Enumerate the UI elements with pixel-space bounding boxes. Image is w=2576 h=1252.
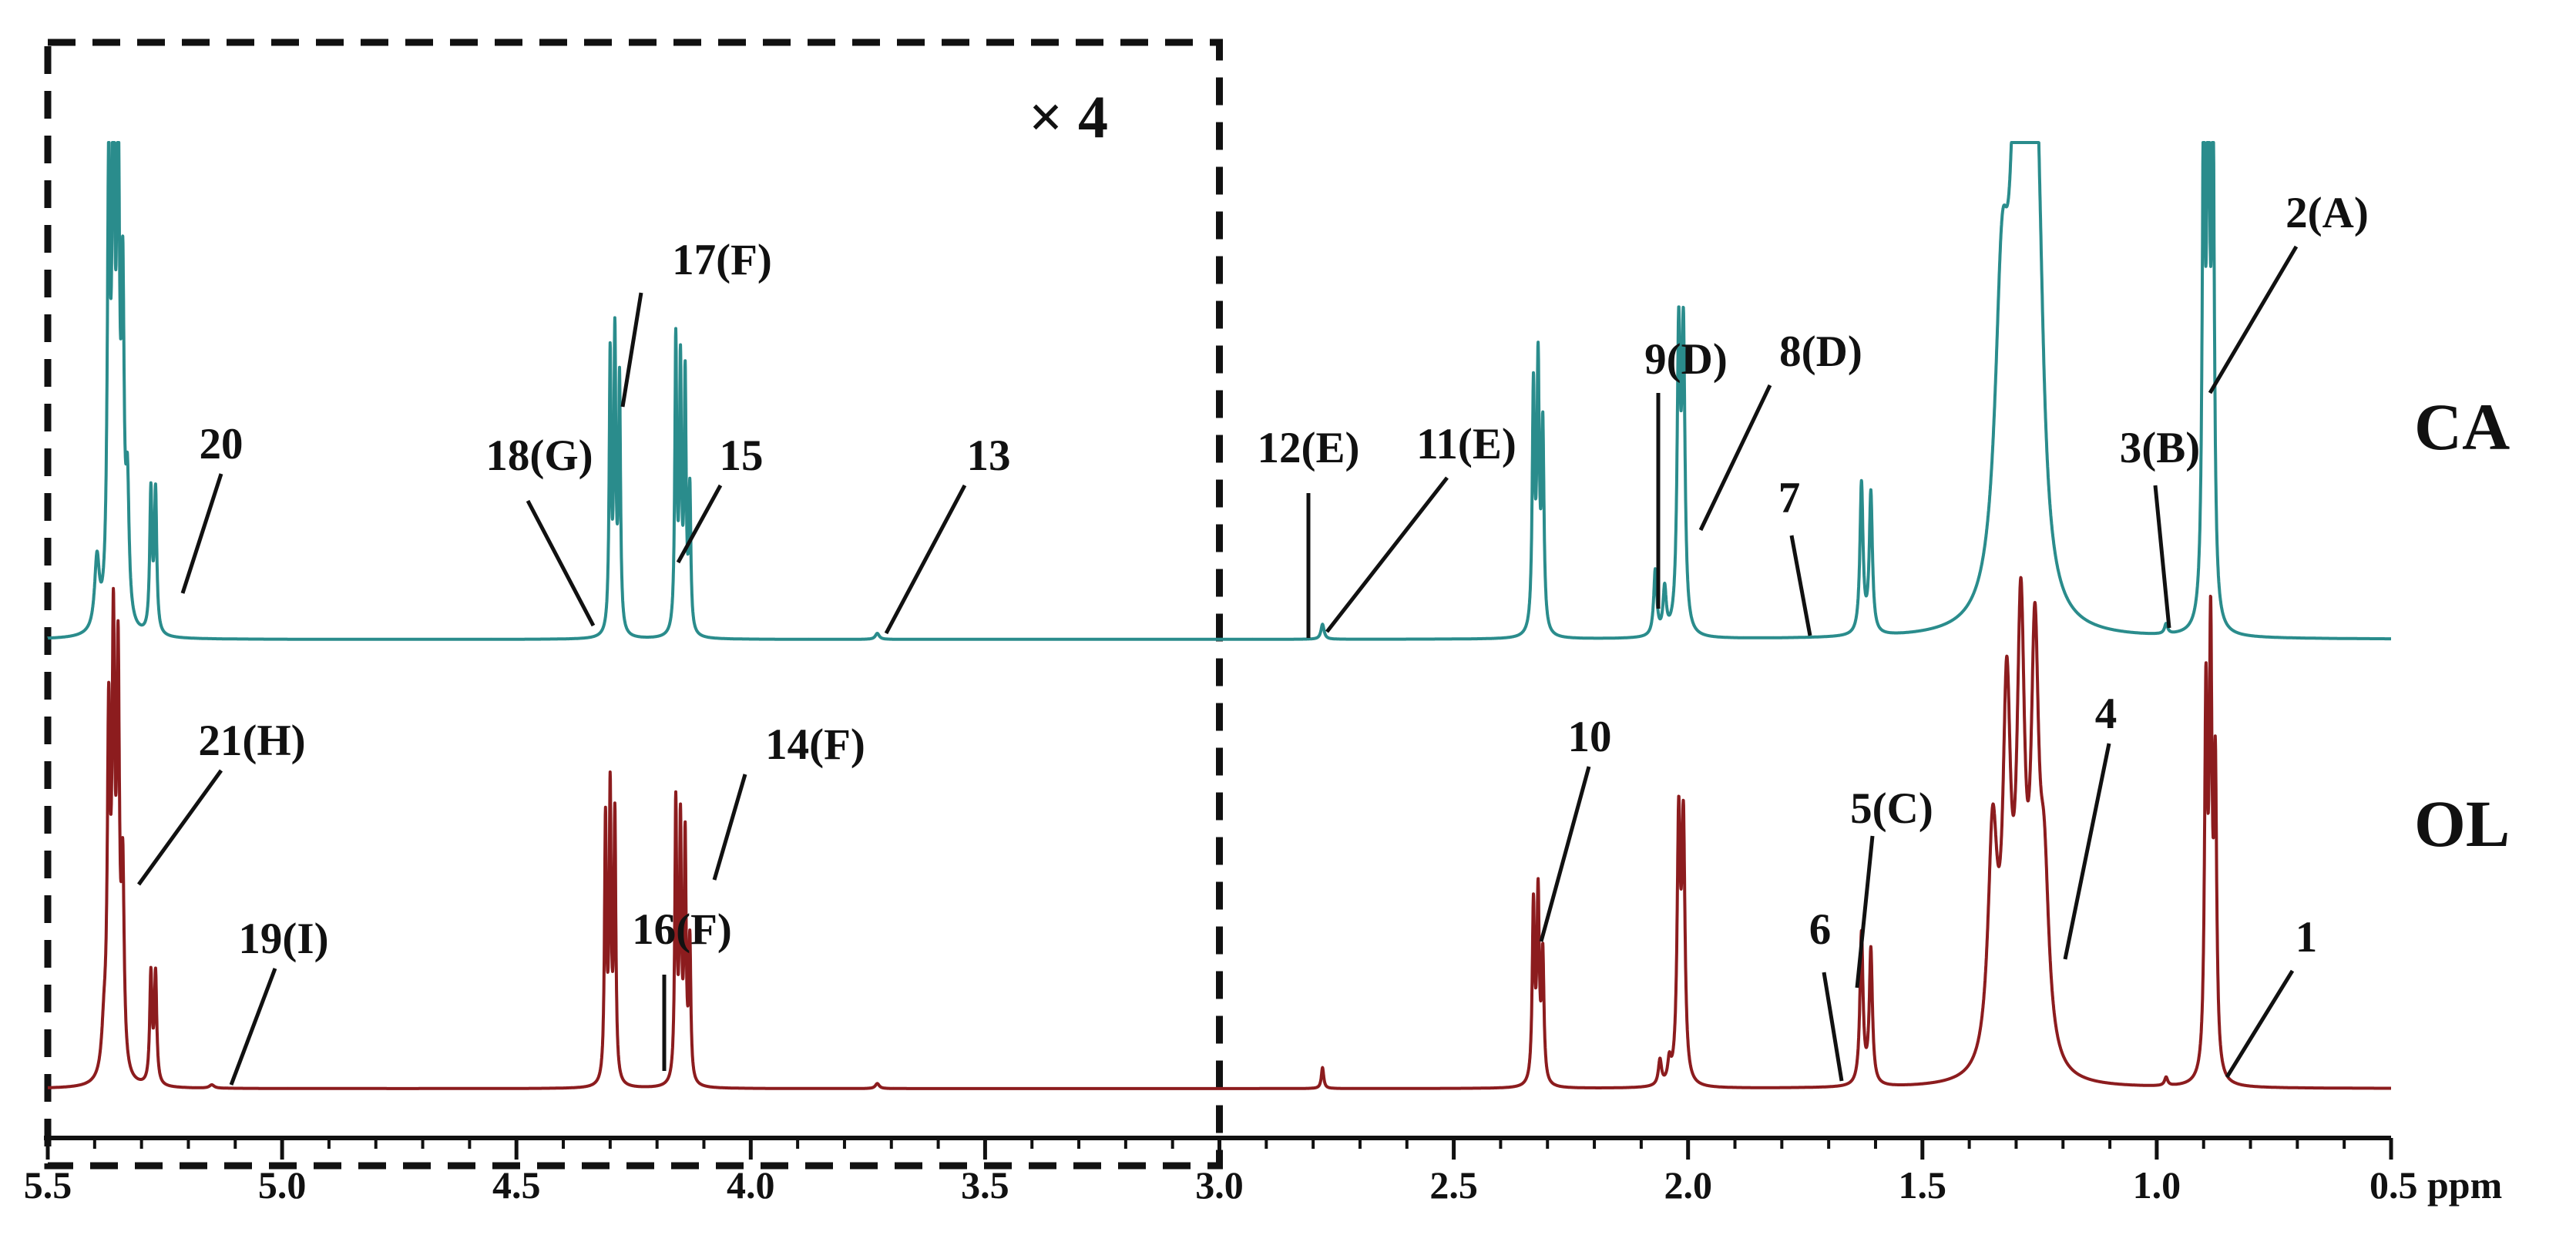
annotation-label: 7 [1778, 474, 1801, 522]
annotation-leader-line [2225, 969, 2295, 1079]
annotation-label: 14(F) [765, 720, 865, 769]
annotation-leader-line [180, 473, 223, 594]
annotation-leader-line [712, 774, 747, 881]
x-tick-label: 4.5 [492, 1163, 541, 1207]
annotation-label: 10 [1568, 713, 1612, 761]
annotation-leader-line [1539, 766, 1591, 942]
x-tick-label: 5.0 [258, 1163, 307, 1207]
axis-layer: 5.5 5.0 4.5 4.0 3.5 3.0 2.5 2.0 1.5 1.0 0.5 ppm [24, 1136, 2502, 1207]
spectrum-line-ca [46, 141, 2393, 641]
annotation-label: 20 [200, 420, 243, 468]
annotation-leader-line [2063, 743, 2111, 960]
annotation-label: 17(F) [672, 236, 772, 284]
annotation-label: 8(D) [1779, 327, 1862, 376]
annotation-label: 16(F) [632, 905, 732, 954]
x-tick-label: 2.0 [1664, 1163, 1712, 1207]
annotation-leader-line [1325, 476, 1449, 633]
annotation-label: 21(H) [198, 717, 305, 765]
inset-box-layer: × 4 [44, 39, 1223, 1170]
annotation-leader-line [2208, 245, 2299, 394]
annotation-label: 1 [2296, 913, 2318, 962]
x-tick-label: 4.0 [727, 1163, 775, 1207]
annotation-label: 9(D) [1644, 335, 1728, 384]
annotation-leader-line [1855, 835, 1875, 989]
annotation-label: 3(B) [2120, 424, 2200, 472]
annotation-leader-line [884, 484, 967, 635]
annotation-leader-line [676, 484, 723, 564]
x-tick-label: 3.0 [1195, 1163, 1244, 1207]
annotation-label: 11(E) [1416, 420, 1516, 468]
x-tick-label: 1.0 [2133, 1163, 2181, 1207]
x-tick-label: 5.5 [24, 1163, 72, 1207]
spectra-layer [46, 141, 2393, 1090]
annotation-leader-line [2153, 485, 2171, 629]
annotation-leader-line [229, 968, 277, 1086]
annotation-leader-line [1822, 972, 1844, 1082]
annotation-layer: 20 18(G) 17(F) 15 13 12(E) 11(E) 9(D) 8(D) 7 3(B) 2… [136, 189, 2369, 1086]
annotation-label: 5(C) [1850, 784, 1933, 833]
annotation-label: 13 [967, 431, 1011, 480]
label-layer: CA OL [2414, 390, 2510, 861]
annotation-label: 4 [2095, 690, 2118, 738]
x-tick-label: 0.5 ppm [2369, 1163, 2502, 1207]
spectrum-label-ol: OL [2414, 787, 2510, 861]
annotation-leader-line [136, 769, 223, 886]
annotation-leader-line [1698, 384, 1772, 532]
annotation-label: 19(I) [238, 915, 328, 963]
spectrum-line-ol [46, 576, 2393, 1090]
inset-magnification-label: × 4 [1029, 83, 1108, 150]
annotation-label: 2(A) [2285, 189, 2369, 237]
spectrum-label-ca: CA [2414, 390, 2510, 464]
annotation-label: 18(G) [485, 431, 593, 480]
annotation-leader-line [1789, 535, 1812, 636]
x-tick-label: 1.5 [1899, 1163, 1947, 1207]
annotation-leader-line [526, 499, 596, 627]
annotation-label: 6 [1809, 905, 1832, 954]
annotation-label: 15 [720, 431, 764, 480]
inset-dashed-box [44, 39, 1223, 1170]
x-tick-label: 2.5 [1429, 1163, 1478, 1207]
annotation-label: 12(E) [1258, 424, 1360, 472]
x-tick-label: 3.5 [961, 1163, 1009, 1207]
annotation-leader-line [620, 292, 643, 408]
